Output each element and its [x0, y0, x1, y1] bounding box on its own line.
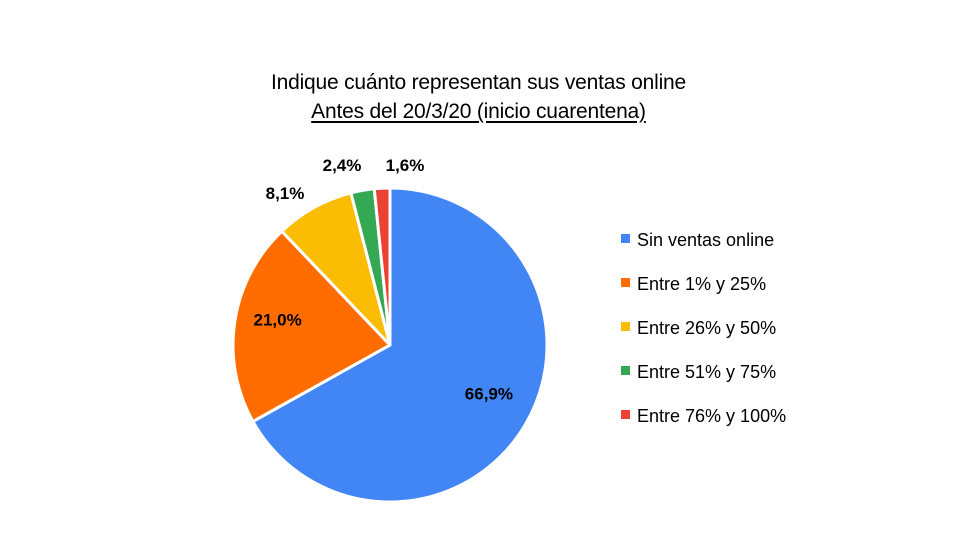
data-label-2: 21,0%: [253, 310, 301, 329]
data-label-3: 8,1%: [266, 184, 305, 203]
legend-label-4: Entre 51% y 75%: [637, 362, 776, 382]
legend-label-1: Sin ventas online: [637, 230, 774, 250]
chart-title: Indique cuánto representan sus ventas on…: [271, 71, 686, 94]
pie-slice-5: [372, 186, 392, 347]
legend-swatch-3: [621, 322, 630, 331]
chart-subtitle: Antes del 20/3/20 (inicio cuarentena): [311, 100, 646, 123]
pie-slice-2: [231, 229, 392, 423]
legend-swatch-1: [621, 234, 630, 243]
legend-swatch-4: [621, 366, 630, 375]
legend-label-3: Entre 26% y 50%: [637, 318, 776, 338]
data-label-5: 1,6%: [386, 156, 425, 175]
data-label-4: 2,4%: [323, 156, 362, 175]
legend-label-2: Entre 1% y 25%: [637, 274, 766, 294]
legend-swatch-2: [621, 278, 630, 287]
pie-slice-1: [251, 186, 549, 504]
data-label-1: 66,9%: [465, 384, 513, 403]
legend-label-5: Entre 76% y 100%: [637, 406, 786, 426]
legend-swatch-5: [621, 410, 630, 419]
